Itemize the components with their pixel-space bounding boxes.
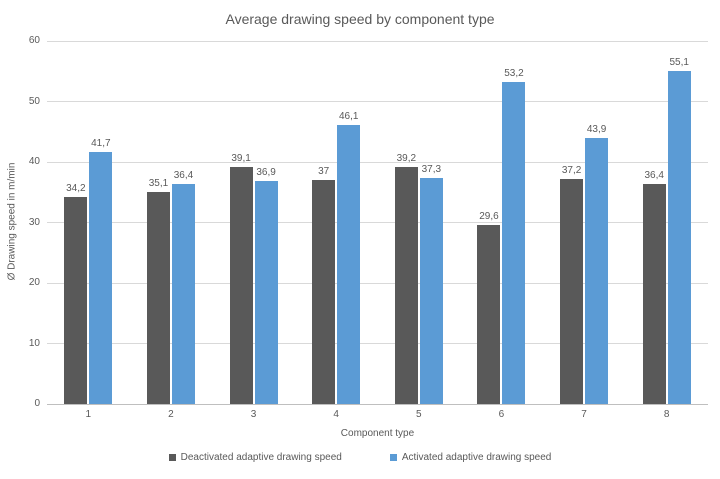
y-tick-label: 30 (28, 216, 40, 228)
bar-value-label: 36,4 (644, 169, 664, 181)
bar-value-label: 53,2 (504, 68, 524, 80)
gridline (47, 403, 708, 405)
bar-deactivated (477, 224, 501, 404)
x-axis-title: Component type (340, 428, 415, 439)
gridline (47, 101, 708, 102)
bar-activated (89, 151, 113, 404)
bar-value-label: 37 (318, 166, 330, 178)
bar-value-label: 41,7 (91, 137, 111, 149)
x-tick-label: 7 (581, 409, 587, 420)
bar-value-label: 39,1 (231, 153, 251, 165)
y-tick-label: 50 (28, 95, 40, 107)
bar-activated (171, 183, 195, 404)
chart-title: Average drawing speed by component type (225, 11, 495, 27)
x-tick-label: 8 (663, 409, 670, 420)
bar-value-label: 35,1 (148, 177, 169, 189)
bar-deactivated (229, 167, 253, 404)
bar-value-label: 34,2 (66, 183, 86, 195)
y-tick-label: 0 (34, 398, 40, 409)
x-tick-label: 2 (168, 409, 174, 420)
bar-value-label: 37,2 (561, 164, 582, 176)
y-tick-label: 60 (28, 35, 40, 46)
bar-deactivated (394, 166, 418, 404)
bar-activated (254, 180, 278, 404)
bar-deactivated (642, 183, 666, 404)
gridline (47, 343, 708, 344)
x-tick-label: 6 (498, 409, 505, 420)
bar-activated (667, 70, 691, 404)
legend-label-activated: Activated adaptive drawing speed (401, 452, 552, 463)
bar-value-label: 39,2 (396, 152, 417, 164)
x-tick-label: 1 (85, 409, 92, 420)
bar-deactivated (560, 178, 584, 404)
bar-value-label: 29,6 (479, 210, 499, 222)
legend: Deactivated adaptive drawing speed Activ… (0, 452, 720, 463)
bar-value-label: 46,1 (338, 111, 359, 123)
bar-value-label: 36,4 (173, 169, 194, 181)
x-tick-label: 4 (333, 409, 339, 420)
y-tick-label: 20 (28, 277, 40, 288)
legend-item-deactivated: Deactivated adaptive drawing speed (168, 452, 342, 463)
bar-value-label: 37,3 (421, 164, 442, 176)
y-tick-label: 10 (28, 337, 40, 349)
bar-activated (419, 178, 443, 404)
legend-item-activated: Activated adaptive drawing speed (389, 452, 552, 463)
bar-value-label: 43,9 (586, 124, 607, 136)
x-tick-label: 3 (250, 409, 257, 420)
gridline (47, 222, 708, 223)
bar-deactivated (312, 180, 336, 404)
bar-activated (585, 138, 609, 404)
bar-activated (502, 82, 526, 404)
x-tick-label: 5 (416, 409, 422, 420)
bar-deactivated (146, 191, 170, 404)
y-tick-label: 40 (28, 156, 40, 167)
gridline (47, 40, 708, 42)
bar-deactivated (64, 197, 88, 404)
legend-swatch-deactivated-icon (168, 454, 176, 461)
legend-swatch-activated-icon (389, 454, 397, 461)
gridline (47, 282, 708, 284)
legend-label-deactivated: Deactivated adaptive drawing speed (180, 452, 342, 463)
gridline (47, 161, 708, 163)
bar-value-label: 36,9 (256, 166, 276, 178)
bar-value-label: 55,1 (669, 56, 689, 68)
bar-activated (337, 125, 361, 404)
